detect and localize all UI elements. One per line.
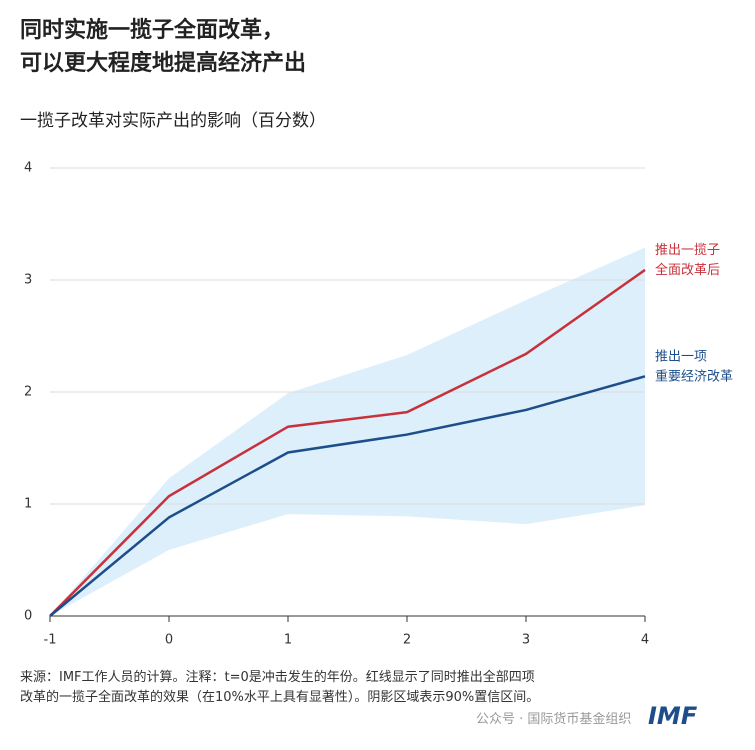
x-tick-label: 0 bbox=[165, 633, 173, 648]
chart-note: 来源：IMF工作人员的计算。注释：t=0是冲击发生的年份。红线显示了同时推出全部… bbox=[20, 670, 540, 705]
x-tick-label: 1 bbox=[284, 633, 292, 648]
watermark: 公众号 · 国际货币基金组织 bbox=[476, 712, 632, 727]
x-tick-label: 2 bbox=[403, 633, 411, 648]
y-tick-label: 0 bbox=[24, 609, 32, 624]
series-label: 推出一揽子全面改革后 bbox=[655, 241, 720, 277]
x-tick-label: 4 bbox=[641, 633, 649, 648]
series-label: 推出一项重要经济改革 bbox=[655, 349, 733, 384]
line-series bbox=[49, 268, 646, 617]
y-tick-label: 2 bbox=[24, 385, 32, 400]
chart-subtitle: 一揽子改革对实际产出的影响（百分数） bbox=[20, 111, 326, 131]
y-tick-label: 1 bbox=[24, 497, 32, 512]
x-tick-label: 3 bbox=[522, 633, 530, 648]
y-tick-label: 4 bbox=[24, 161, 32, 176]
logo: IMF bbox=[648, 702, 698, 730]
line-series bbox=[49, 375, 646, 617]
y-tick-label: 3 bbox=[24, 273, 32, 288]
confidence-band bbox=[50, 247, 645, 616]
chart-title: 同时实施一揽子全面改革， 可以更大程度地提高经济产出 bbox=[20, 18, 307, 76]
x-tick-label: -1 bbox=[44, 633, 57, 648]
